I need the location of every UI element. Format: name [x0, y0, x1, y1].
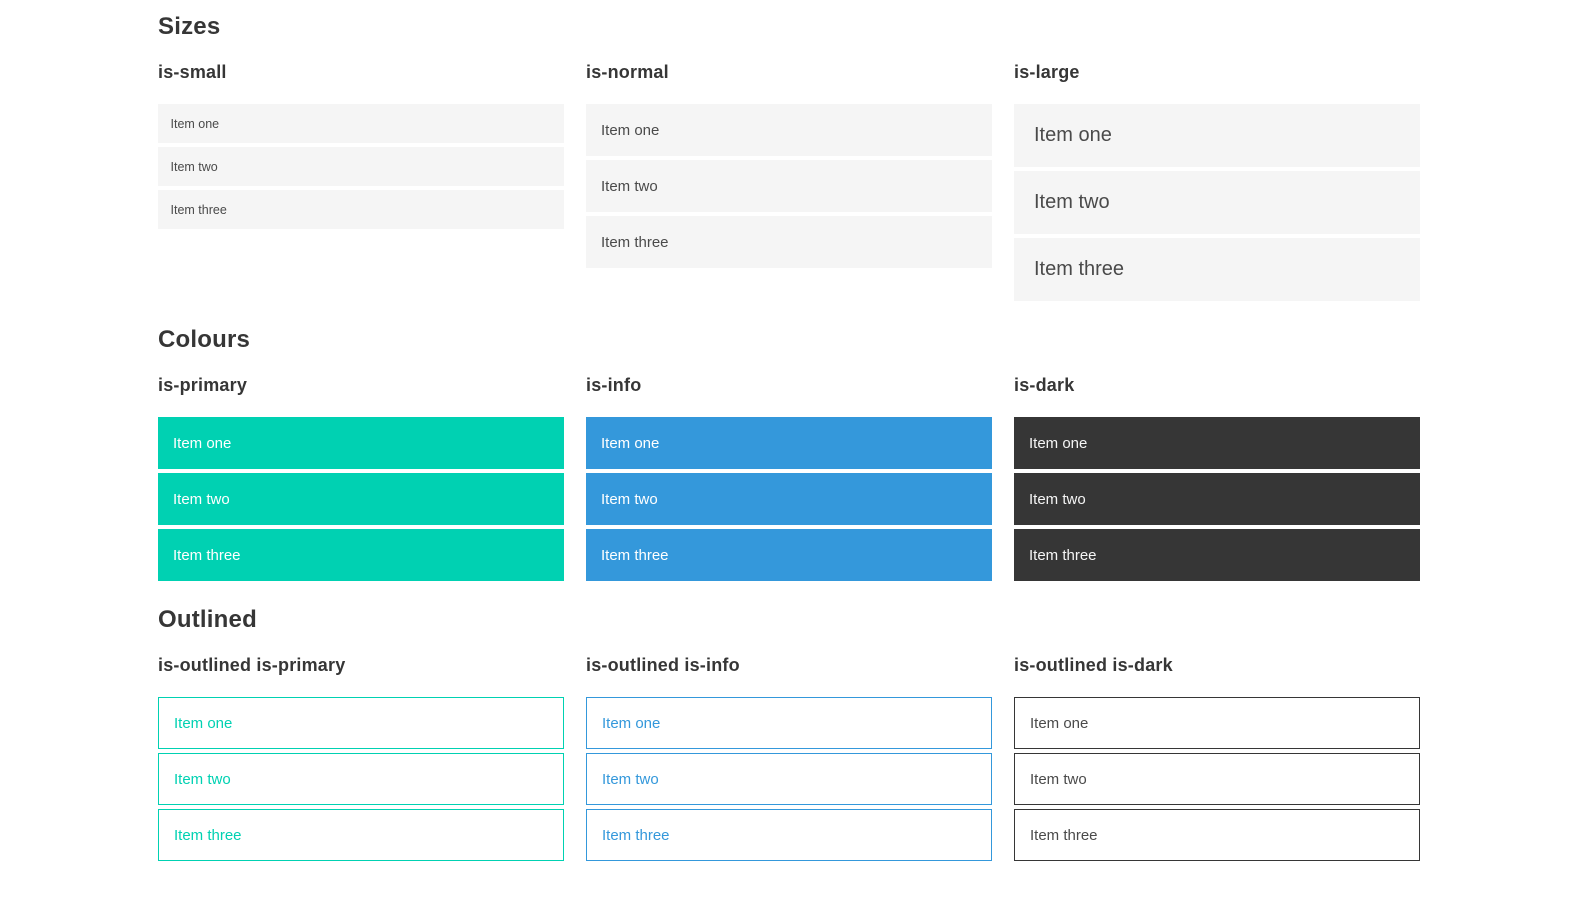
section-row: is-outlined is-primary Item one Item two It…: [158, 655, 1595, 861]
group-label: is-small: [158, 62, 227, 82]
list-item[interactable]: Item two: [1014, 473, 1420, 525]
list-item[interactable]: Item two: [1014, 171, 1420, 234]
group-is-small: is-small Item one Item two Item three: [158, 62, 564, 301]
section-colours: Colours is-primary Item one Item two Item th…: [158, 326, 1595, 581]
section-outlined: Outlined is-outlined is-primary Item one It…: [158, 606, 1595, 861]
list-item[interactable]: Item two: [158, 473, 564, 525]
section-title: Outlined: [158, 606, 257, 633]
demo-list-is-dark: Item one Item two Item three: [1014, 417, 1420, 581]
demo-list-is-outlined-is-primary: Item one Item two Item three: [158, 697, 564, 861]
list-item[interactable]: Item one: [586, 417, 992, 469]
list-item[interactable]: Item three: [1014, 809, 1420, 861]
list-item[interactable]: Item two: [1014, 753, 1420, 805]
section-row: is-primary Item one Item two Item three is-i…: [158, 375, 1595, 581]
demo-list-is-outlined-is-info: Item one Item two Item three: [586, 697, 992, 861]
section-row: is-small Item one Item two Item three is-nor…: [158, 62, 1595, 301]
list-item[interactable]: Item three: [158, 529, 564, 581]
demo-list-is-small: Item one Item two Item three: [158, 104, 564, 229]
group-is-large: is-large Item one Item two Item three: [1014, 62, 1420, 301]
group-label: is-outlined is-info: [586, 655, 740, 675]
group-label: is-info: [586, 375, 642, 395]
list-item[interactable]: Item one: [158, 417, 564, 469]
group-is-info: is-info Item one Item two Item three: [586, 375, 992, 581]
group-label: is-primary: [158, 375, 248, 395]
list-item[interactable]: Item three: [158, 190, 564, 229]
list-item[interactable]: Item three: [1014, 529, 1420, 581]
group-label: is-outlined is-primary: [158, 655, 346, 675]
section-title: Colours: [158, 326, 251, 353]
group-is-outlined-is-primary: is-outlined is-primary Item one Item two It…: [158, 655, 564, 861]
list-item[interactable]: Item three: [586, 216, 992, 268]
list-item[interactable]: Item one: [586, 104, 992, 156]
group-is-primary: is-primary Item one Item two Item three: [158, 375, 564, 581]
section-title: Sizes: [158, 13, 221, 40]
list-item[interactable]: Item three: [1014, 238, 1420, 301]
group-label: is-dark: [1014, 375, 1075, 395]
list-item[interactable]: Item one: [158, 104, 564, 143]
list-item[interactable]: Item two: [158, 753, 564, 805]
group-is-outlined-is-info: is-outlined is-info Item one Item two Item …: [586, 655, 992, 861]
demo-list-is-primary: Item one Item two Item three: [158, 417, 564, 581]
list-item[interactable]: Item three: [158, 809, 564, 861]
list-item[interactable]: Item three: [586, 529, 992, 581]
list-item[interactable]: Item one: [158, 697, 564, 749]
component-demo-page: Sizes is-small Item one Item two Item three i…: [158, 13, 1595, 861]
group-is-dark: is-dark Item one Item two Item three: [1014, 375, 1420, 581]
list-item[interactable]: Item one: [1014, 417, 1420, 469]
section-sizes: Sizes is-small Item one Item two Item three i…: [158, 13, 1595, 301]
group-label: is-normal: [586, 62, 669, 82]
demo-list-is-info: Item one Item two Item three: [586, 417, 992, 581]
group-is-normal: is-normal Item one Item two Item three: [586, 62, 992, 301]
list-item[interactable]: Item two: [586, 753, 992, 805]
list-item[interactable]: Item one: [586, 697, 992, 749]
list-item[interactable]: Item one: [1014, 697, 1420, 749]
list-item[interactable]: Item three: [586, 809, 992, 861]
list-item[interactable]: Item two: [158, 147, 564, 186]
list-item[interactable]: Item two: [586, 473, 992, 525]
group-label: is-large: [1014, 62, 1080, 82]
group-label: is-outlined is-dark: [1014, 655, 1173, 675]
demo-list-is-normal: Item one Item two Item three: [586, 104, 992, 268]
demo-list-is-outlined-is-dark: Item one Item two Item three: [1014, 697, 1420, 861]
demo-list-is-large: Item one Item two Item three: [1014, 104, 1420, 301]
list-item[interactable]: Item two: [586, 160, 992, 212]
list-item[interactable]: Item one: [1014, 104, 1420, 167]
group-is-outlined-is-dark: is-outlined is-dark Item one Item two Item …: [1014, 655, 1420, 861]
